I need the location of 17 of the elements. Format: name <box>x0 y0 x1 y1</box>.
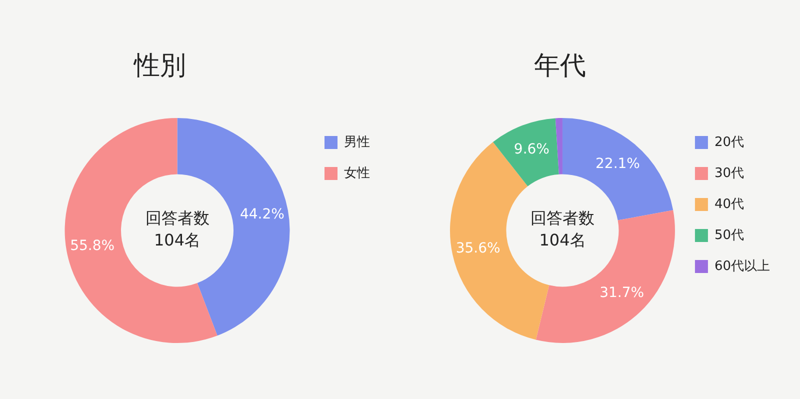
legend-label: 30代 <box>714 166 744 181</box>
legend-label: 女性 <box>344 166 370 181</box>
legend-label: 男性 <box>344 134 370 150</box>
legend-label: 20代 <box>714 134 744 150</box>
data-label: 31.7% <box>600 284 644 301</box>
chart-title: 年代 <box>533 50 587 83</box>
text: 回答者数 104名 <box>145 208 210 250</box>
data-label: 9.6% <box>514 141 550 158</box>
text: 回答者数 104名 <box>530 208 594 250</box>
data-label: 35.6% <box>456 240 500 256</box>
legend-label: 40代 <box>714 196 744 212</box>
data-label: 22.1% <box>596 156 640 172</box>
data-label: 55.8% <box>70 238 115 254</box>
chart-title: 性別 <box>132 50 187 83</box>
legend-label: 50代 <box>714 228 744 243</box>
legend-label: 60代以上 <box>714 258 770 274</box>
data-label: 44.2% <box>240 206 284 222</box>
